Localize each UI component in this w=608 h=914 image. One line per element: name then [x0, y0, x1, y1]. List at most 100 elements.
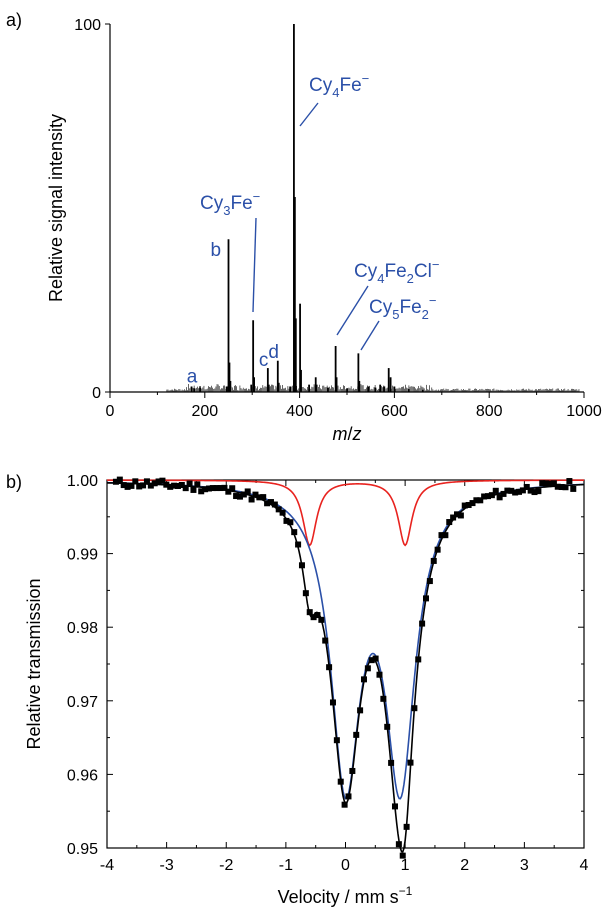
b-data-point [198, 488, 205, 495]
annotation-c: c [259, 350, 269, 371]
b-data-point [178, 481, 185, 488]
b-data-point [267, 499, 274, 506]
b-plot-frame [106, 479, 585, 849]
b-data-point [283, 517, 290, 524]
annotation-part: Fe [399, 297, 421, 318]
b-data-point [279, 509, 286, 516]
annotation-leader-line [336, 285, 369, 336]
b-data-point [473, 497, 480, 504]
b-data-point [570, 485, 577, 492]
a-x-tick-label: 1000 [566, 403, 602, 420]
b-data-point [496, 494, 503, 501]
b-data-point [558, 484, 565, 491]
b-data-point [322, 637, 329, 644]
b-data-point [167, 483, 174, 490]
b-data-point [213, 485, 220, 492]
b-data-point [171, 482, 178, 489]
b-data-points [112, 476, 577, 859]
b-data-point [419, 620, 426, 627]
b-data-point [302, 590, 309, 597]
b-data-point [384, 723, 391, 730]
b-x-tick-label: 3 [520, 857, 529, 874]
b-data-point [508, 487, 515, 494]
b-data-point [438, 532, 445, 539]
b-data-point [388, 759, 395, 766]
annotation-part: Fe [230, 193, 252, 214]
b-x-tick-label: 2 [460, 857, 469, 874]
b-data-point [453, 511, 460, 518]
a-x-tick-label: 600 [381, 403, 408, 420]
b-data-point [465, 501, 472, 508]
b-data-point [256, 494, 263, 501]
b-y-tick-label: 0.96 [67, 767, 98, 784]
b-data-point [450, 514, 457, 521]
b-data-point [140, 482, 147, 489]
annotation-part: − [432, 257, 440, 272]
annotation-a: a [187, 366, 198, 387]
b-data-point [395, 841, 402, 848]
b-data-point [527, 487, 534, 494]
b-data-point [337, 778, 344, 785]
b-data-point [112, 478, 119, 485]
b-data-point [326, 664, 333, 671]
b-data-point [403, 823, 410, 830]
b-data-point [341, 801, 348, 808]
annotation-part: Fe [339, 75, 361, 96]
annotation-part: Cy [200, 193, 224, 214]
a-x-tick-label: 0 [106, 403, 115, 420]
annotation-d: d [268, 342, 279, 363]
a-x-label-m: m [332, 424, 347, 444]
annotation-cy3fe: Cy3Fe− [200, 189, 260, 218]
b-data-point [244, 488, 251, 495]
b-data-point [481, 493, 488, 500]
b-data-point [333, 737, 340, 744]
b-y-tick-label: 0.99 [67, 547, 98, 564]
b-data-point [531, 489, 538, 496]
b-data-point [500, 490, 507, 497]
a-y-label: Relative signal intensity [46, 114, 66, 302]
b-data-point [128, 482, 135, 489]
b-data-point [194, 481, 201, 488]
b-data-point [252, 491, 259, 498]
b-data-point [136, 483, 143, 490]
annotation-part: 4 [377, 271, 384, 286]
a-x-label-slash: / [347, 424, 352, 444]
b-data-point [295, 541, 302, 548]
annotation-part: 3 [223, 203, 230, 218]
b-data-point [407, 759, 414, 766]
b-data-point [360, 676, 367, 683]
b-data-point [314, 612, 321, 619]
b-data-point [372, 655, 379, 662]
b-y-tick-label: 0.97 [67, 694, 98, 711]
b-data-point [446, 519, 453, 526]
b-data-point [430, 557, 437, 564]
b-x-label-main: Velocity / mm s [278, 887, 399, 907]
b-data-point [205, 485, 212, 492]
annotation-part: Cy [354, 261, 378, 282]
b-data-point [485, 493, 492, 500]
b-data-point [248, 496, 255, 503]
a-y-ticks: 0 100 [74, 17, 110, 402]
b-data-point [147, 482, 154, 489]
b-data-point [554, 483, 561, 490]
annotation-leader-line [252, 217, 257, 313]
b-data-point [174, 482, 181, 489]
b-data-point [543, 480, 550, 487]
a-x-ticks: 0 200 400 600 800 1000 [106, 392, 602, 420]
b-y-tick-label: 0.95 [67, 841, 98, 858]
b-data-point [229, 485, 236, 492]
b-data-point [143, 478, 150, 485]
b-data-point [310, 614, 317, 621]
b-data-point [159, 477, 166, 484]
b-x-label: Velocity / mm s−1 [278, 884, 413, 907]
annotation-part: 5 [392, 307, 399, 322]
b-data-point [562, 484, 569, 491]
b-data-point [492, 487, 499, 494]
b-data-point [151, 480, 158, 487]
b-data-point [434, 546, 441, 553]
b-data-point [163, 481, 170, 488]
b-data-point [442, 532, 449, 539]
